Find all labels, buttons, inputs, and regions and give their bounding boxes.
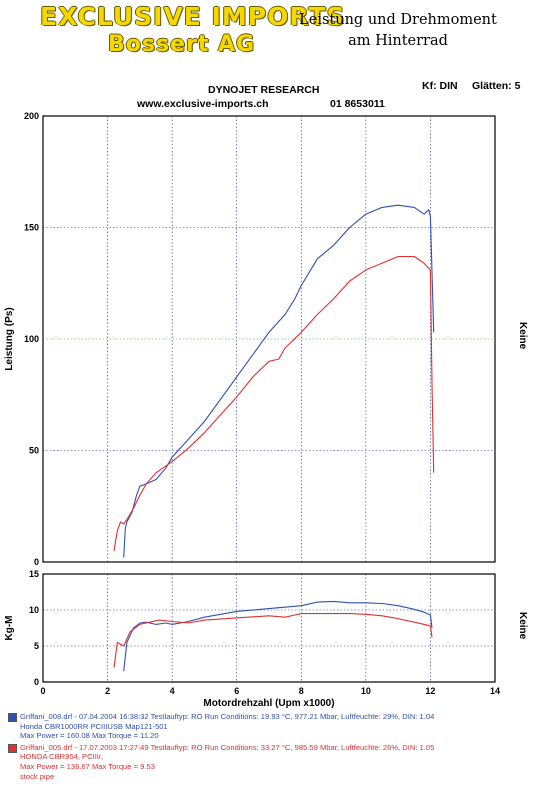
torque-series-1-line: [123, 600, 433, 672]
phone-text: 01 8653011: [330, 98, 385, 110]
x-tick-label: 14: [490, 686, 500, 696]
power-y-tick-label: 200: [24, 111, 39, 121]
torque-plot-frame: [42, 573, 496, 683]
legend-run-1-vehicle: Honda CBR1000RR PCIIIUSB Map121-501: [20, 721, 168, 731]
title-line-1: Leistung und Drehmoment: [299, 12, 497, 28]
power-series-1-line: [123, 204, 435, 558]
power-series-2-line: [113, 255, 435, 551]
torque-y-axis-title: Kg-M: [4, 616, 15, 641]
power-y-tick-label: 0: [34, 557, 39, 567]
power-plot-frame: [42, 115, 496, 563]
legend-run-2-vehicle: HONDA CBR954, PCIIIr,: [20, 752, 104, 762]
torque-series-2-line: [113, 613, 433, 668]
x-tick-label: 8: [299, 686, 304, 696]
torque-chart: 0 5 10 15 Kg-M 0 2 4 6 8 10 12 14 Motordrehzahl (Upm …: [4, 569, 500, 709]
legend-run-1-max: Max Power = 160.08 Max Torque = 11.20: [20, 731, 159, 741]
legend-run-2-conditions: Griffani_005.drf - 17.07.2003 17:27:49 T…: [20, 742, 435, 752]
torque-y-tick-label: 0: [34, 677, 39, 687]
legend-run-1: Griffani_008.drf - 07.04.2004 16:38:32 T…: [8, 712, 533, 741]
legend-run-2: Griffani_005.drf - 17.07.2003 17:27:49 T…: [8, 743, 533, 781]
x-tick-label: 6: [234, 686, 239, 696]
kf-label: Kf: DIN: [422, 80, 458, 92]
legend-run-1-conditions: Griffani_008.drf - 07.04.2004 16:38:32 T…: [20, 712, 435, 721]
company-logo: EXCLUSIVE IMPORTS Bossert AG: [30, 2, 345, 62]
x-tick-label: 12: [425, 686, 435, 696]
x-tick-label: 4: [170, 686, 175, 696]
x-tick-label: 0: [40, 686, 45, 696]
company-name: DYNOJET RESEARCH: [208, 84, 320, 96]
torque-y-tick-label: 15: [29, 569, 39, 579]
power-y-tick-label: 150: [24, 223, 39, 233]
power-y-tick-label: 100: [24, 334, 39, 344]
legend-run-2-note: stock pipe: [20, 771, 55, 781]
run-legend: Griffani_008.drf - 07.04.2004 16:38:32 T…: [8, 712, 533, 783]
legend-swatch-run-2: [8, 743, 17, 753]
torque-y-tick-label: 10: [29, 605, 39, 615]
x-axis-title: Motordrehzahl (Upm x1000): [203, 698, 334, 709]
logo-line-1: EXCLUSIVE IMPORTS: [40, 2, 346, 31]
legend-swatch-run-1: [8, 713, 17, 722]
page-title: Leistung und Drehmoment am Hinterrad: [298, 10, 498, 52]
torque-y-tick-label: 5: [34, 641, 39, 651]
smoothing-label: Glätten: 5: [472, 80, 521, 92]
power-y-axis-title: Leistung (Ps): [4, 307, 15, 370]
website-text: www.exclusive-imports.ch: [137, 98, 269, 110]
title-line-2: am Hinterrad: [348, 33, 448, 49]
power-chart: 0 50 100 150 200 Leistung (Ps): [4, 111, 496, 567]
x-tick-label: 2: [105, 686, 110, 696]
x-tick-label: 10: [361, 686, 371, 696]
legend-run-2-max: Max Power = 136.67 Max Torque = 9.53: [20, 761, 155, 771]
logo-line-2: Bossert AG: [108, 32, 256, 57]
power-y-tick-label: 50: [29, 446, 39, 456]
